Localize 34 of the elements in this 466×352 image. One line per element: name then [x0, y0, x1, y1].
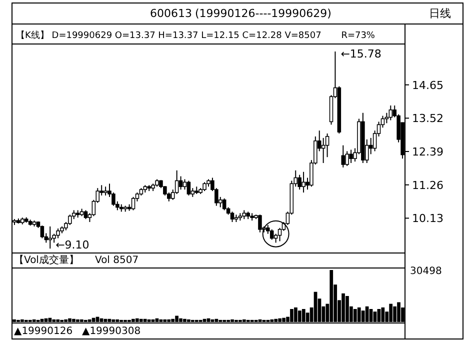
- candlestick: [270, 228, 274, 240]
- annotation: ←15.78: [340, 47, 382, 60]
- candlestick: [258, 214, 262, 233]
- text: Vol 8507: [95, 255, 139, 266]
- text: ▲19990126: [14, 326, 73, 337]
- candlestick: [230, 211, 234, 223]
- chart-title: 600613: [150, 7, 192, 20]
- candlestick: [48, 226, 52, 250]
- candlestick: [341, 144, 346, 168]
- annotation: ←9.10: [56, 238, 90, 252]
- candlestick: [349, 149, 353, 164]
- y-tick-label: 10.13: [412, 212, 444, 226]
- y-tick-label: 11.26: [412, 178, 444, 192]
- candlestick: [298, 174, 302, 190]
- y-tick-label: 14.65: [412, 78, 444, 92]
- text: 日线: [429, 7, 451, 20]
- text: R=73%: [341, 31, 376, 41]
- candlestick: [388, 104, 393, 121]
- text: 30498: [410, 266, 442, 277]
- candlestick: [40, 225, 44, 239]
- candlestick: [56, 228, 60, 239]
- candlestick: [182, 178, 187, 190]
- candlestick: [178, 176, 183, 190]
- text: 【K线】 D=19990629 O=13.37 H=13.37 L=12.15 C=12.28 V=8507: [16, 30, 322, 41]
- chart-subtitle: (19990126----19990629): [195, 7, 332, 20]
- candlestick: [321, 137, 326, 164]
- text: ▲19990308: [82, 326, 141, 337]
- y-tick-label: 13.52: [412, 112, 444, 126]
- candlestick: [186, 180, 191, 196]
- candlestick: [131, 196, 136, 211]
- candlestick: [222, 198, 226, 211]
- candlestick: [302, 171, 306, 194]
- text: 【Vol成交量】: [14, 254, 79, 266]
- y-tick-label: 12.39: [412, 146, 444, 159]
